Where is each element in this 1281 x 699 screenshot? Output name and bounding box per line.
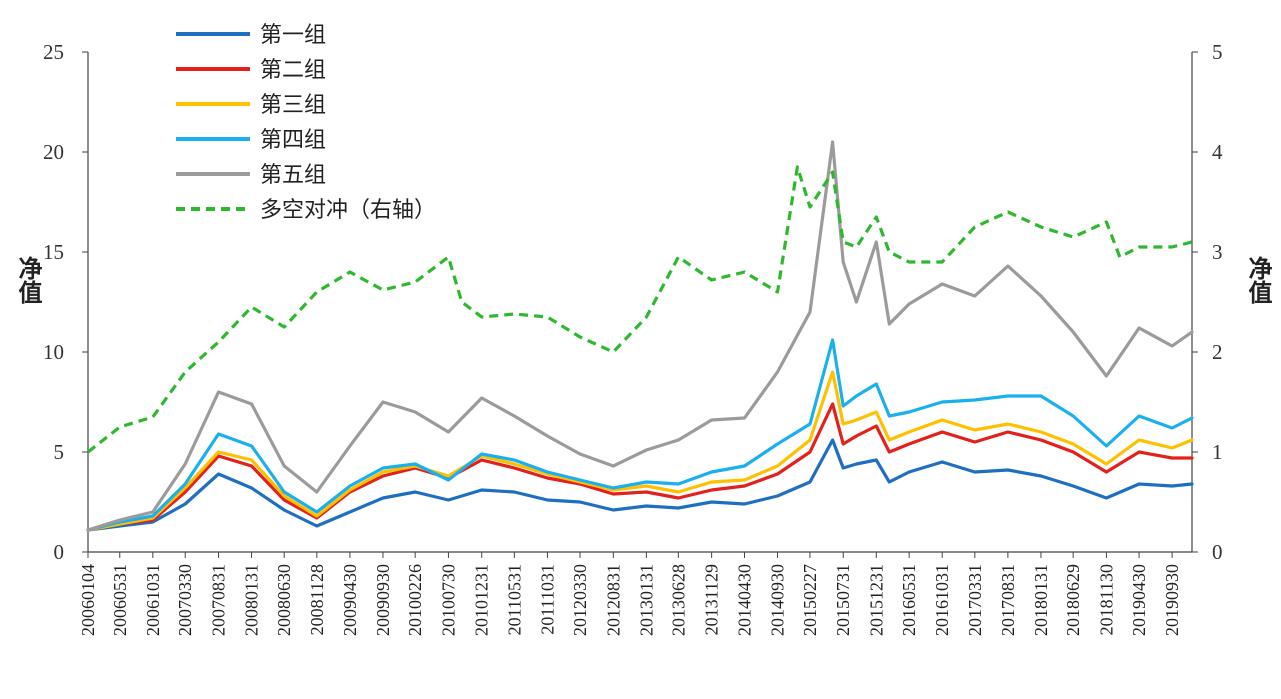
y-tick-left-label: 20 (43, 140, 64, 164)
y-tick-right-label: 4 (1212, 140, 1223, 164)
x-tick-label: 20060531 (110, 564, 130, 636)
x-tick-label: 20120831 (603, 564, 623, 636)
y-tick-left-label: 0 (54, 540, 65, 564)
x-tick-label: 20080131 (242, 564, 262, 636)
y-tick-left-label: 15 (43, 240, 64, 264)
x-tick-label: 20070330 (175, 564, 195, 636)
y-tick-left-label: 10 (43, 340, 64, 364)
x-tick-label: 20060104 (78, 564, 98, 636)
x-tick-label: 20190930 (1162, 564, 1182, 636)
series-line-1 (86, 438, 1194, 532)
y-axis-label-left: 净值 (14, 255, 42, 304)
y-tick-right-label: 2 (1212, 340, 1223, 364)
x-tick-label: 20101231 (472, 564, 492, 636)
x-tick-label: 20181130 (1096, 564, 1116, 635)
x-tick-label: 20170331 (965, 564, 985, 636)
y-tick-left-label: 5 (54, 440, 65, 464)
x-tick-label: 20161031 (932, 564, 952, 636)
x-tick-label: 20100730 (438, 564, 458, 636)
x-tick-label: 20151231 (866, 564, 886, 636)
y-tick-right-label: 5 (1212, 40, 1223, 64)
x-tick-label: 20080630 (274, 564, 294, 636)
legend-label-1: 第一组 (260, 23, 326, 48)
x-tick-label: 20120330 (570, 564, 590, 636)
x-tick-label: 20110531 (504, 564, 524, 635)
y-tick-right-label: 3 (1212, 240, 1223, 264)
y-tick-right-label: 0 (1212, 540, 1223, 564)
x-tick-label: 20170831 (998, 564, 1018, 636)
x-tick-label: 20081128 (307, 564, 327, 635)
x-tick-label: 20100226 (405, 564, 425, 636)
x-tick-label: 20160531 (899, 564, 919, 636)
legend-label-6: 多空对冲（右轴） (260, 198, 436, 223)
series-line-4 (86, 338, 1194, 532)
series-line-6 (87, 165, 1193, 454)
x-tick-label: 20190430 (1129, 564, 1149, 636)
series-line-3 (86, 370, 1194, 532)
x-tick-label: 20140930 (768, 564, 788, 636)
series-line-5 (86, 140, 1194, 532)
x-tick-label: 20061031 (143, 564, 163, 636)
x-tick-label: 20140430 (734, 564, 754, 636)
x-tick-label: 20130628 (668, 564, 688, 636)
x-tick-label: 20090430 (340, 564, 360, 636)
x-tick-label: 20150227 (800, 564, 820, 636)
x-tick-label: 20070831 (209, 564, 229, 636)
y-tick-right-label: 1 (1212, 440, 1223, 464)
legend-label-3: 第三组 (260, 93, 326, 118)
legend-label-5: 第五组 (260, 163, 326, 188)
y-tick-left-label: 25 (43, 40, 64, 64)
legend-label-2: 第二组 (260, 58, 326, 83)
x-tick-label: 20150731 (833, 564, 853, 636)
series-layer (86, 140, 1194, 532)
x-tick-label: 20180131 (1031, 564, 1051, 636)
x-tick-label: 20131129 (702, 564, 722, 635)
x-tick-label: 20130131 (636, 564, 656, 636)
y-axis-label-right: 净值 (1244, 255, 1272, 304)
x-tick-label: 20111031 (537, 564, 557, 635)
axes: 0 5 10 15 20 25 0 1 2 3 4 5 20060104 20060531 20061031… (43, 40, 1223, 636)
legend-label-4: 第四组 (260, 128, 326, 153)
series-line-2 (86, 402, 1194, 532)
x-tick-label: 20090930 (373, 564, 393, 636)
x-tick-label: 20180629 (1063, 564, 1083, 636)
